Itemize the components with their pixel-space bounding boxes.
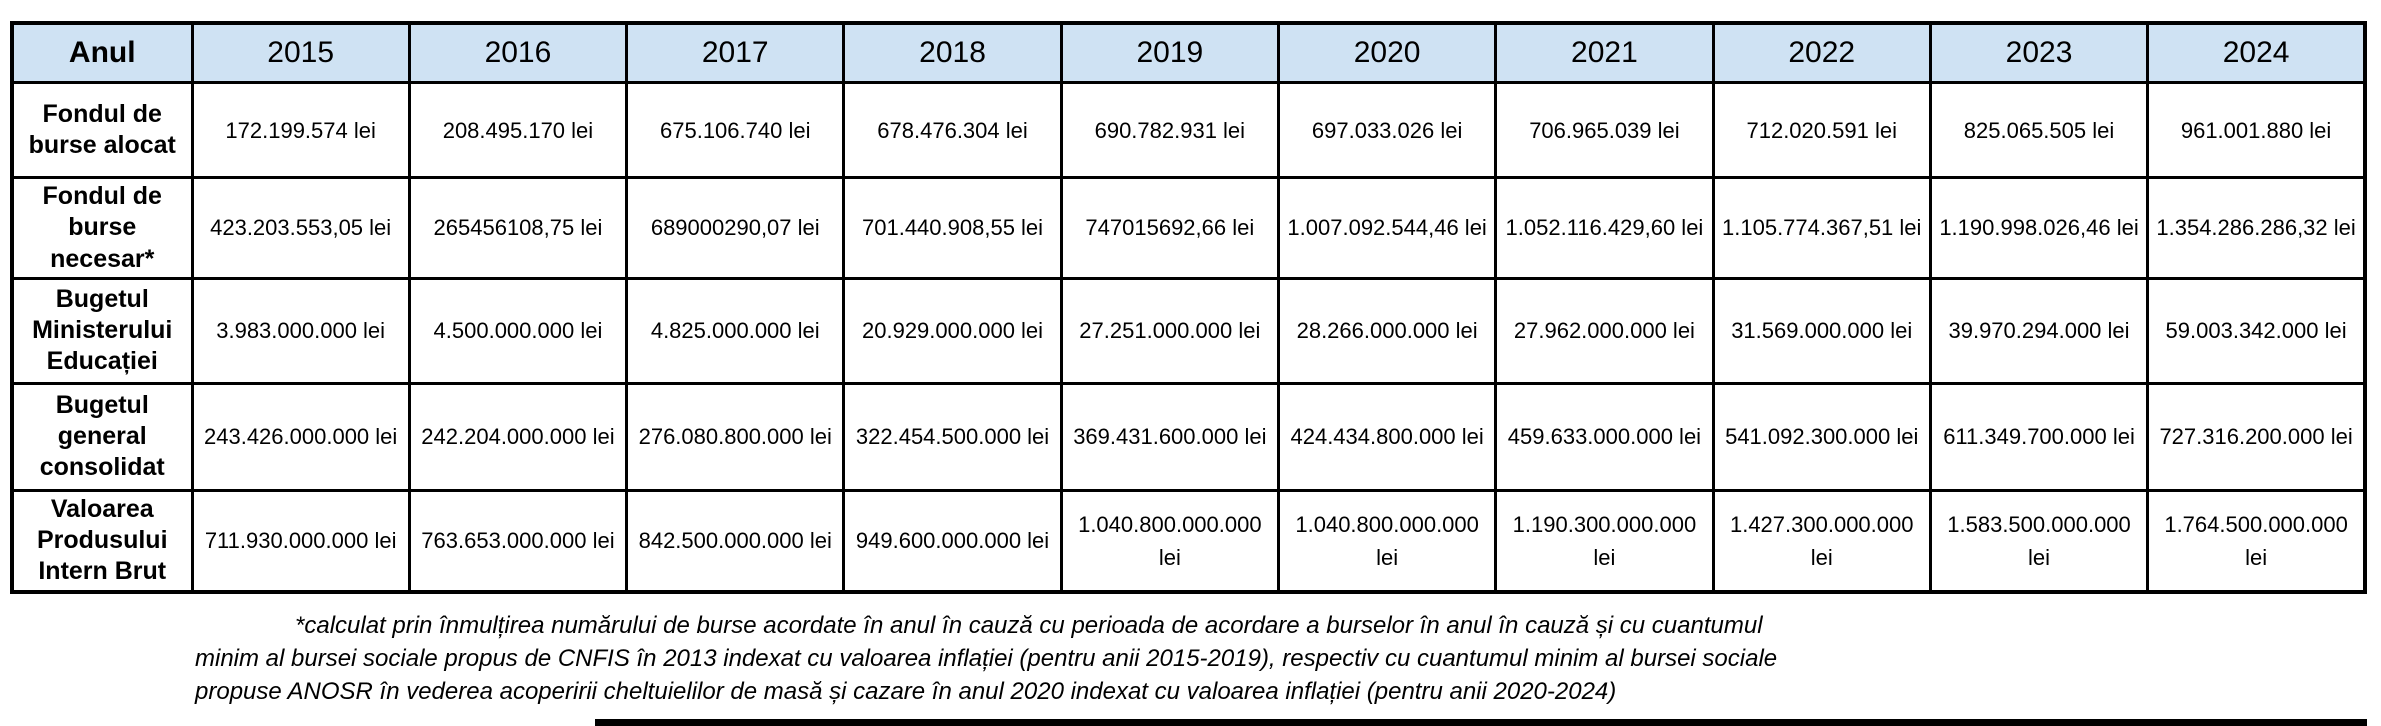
row-label: Fondul de burse alocat <box>10 81 194 179</box>
year-header: 2015 <box>190 21 411 84</box>
year-header: 2018 <box>842 21 1063 84</box>
table-body: Fondul de burse alocat 172.199.574 lei 208… <box>10 81 2367 594</box>
value-cell: 1.190.300.000.000 lei <box>1494 488 1715 594</box>
value-cell: 59.003.342.000 lei <box>2146 276 2367 385</box>
value-cell: 1.105.774.367,51 lei <box>1711 176 1932 280</box>
value-cell: 747015692,66 lei <box>1059 176 1280 280</box>
value-cell: 697.033.026 lei <box>1276 81 1498 179</box>
value-cell: 711.930.000.000 lei <box>190 488 411 594</box>
value-cell: 20.929.000.000 lei <box>842 276 1063 385</box>
value-cell: 27.962.000.000 lei <box>1494 276 1715 385</box>
year-header: 2019 <box>1059 21 1280 84</box>
value-cell: 276.080.800.000 lei <box>625 381 846 492</box>
value-cell: 369.431.600.000 lei <box>1059 381 1280 492</box>
value-cell: 322.454.500.000 lei <box>842 381 1063 492</box>
year-header: 2021 <box>1494 21 1715 84</box>
value-cell: 4.500.000.000 lei <box>407 276 629 385</box>
row-label: Bugetul general consolidat <box>10 381 194 492</box>
value-cell: 265456108,75 lei <box>407 176 629 280</box>
value-cell: 690.782.931 lei <box>1059 81 1280 179</box>
value-cell: 712.020.591 lei <box>1711 81 1932 179</box>
row-label: Bugetul Ministerului Educației <box>10 276 194 385</box>
value-cell: 825.065.505 lei <box>1928 81 2150 179</box>
year-header: 2022 <box>1711 21 1932 84</box>
value-cell: 459.633.000.000 lei <box>1494 381 1715 492</box>
footnote-line: minim al bursei sociale propus de CNFIS … <box>195 645 1778 672</box>
cropped-edge-bar <box>595 719 2367 726</box>
row-label: Valoarea Produsului Intern Brut <box>10 488 194 594</box>
table-row: Bugetul general consolidat 243.426.000.00… <box>10 381 2367 492</box>
value-cell: 675.106.740 lei <box>625 81 846 179</box>
year-header: 2017 <box>625 21 846 84</box>
scholarship-budget-table: Anul 2015 2016 2017 2018 2019 2020 2021 2022 2023… <box>10 21 2367 594</box>
value-cell: 172.199.574 lei <box>190 81 411 179</box>
value-cell: 611.349.700.000 lei <box>1928 381 2150 492</box>
value-cell: 541.092.300.000 lei <box>1711 381 1932 492</box>
value-cell: 424.434.800.000 lei <box>1276 381 1498 492</box>
year-header: 2024 <box>2146 21 2367 84</box>
value-cell: 1.040.800.000.000 lei <box>1276 488 1498 594</box>
footnote: *calculat prin înmulțirea numărului de b… <box>195 609 2190 708</box>
value-cell: 243.426.000.000 lei <box>190 381 411 492</box>
value-cell: 242.204.000.000 lei <box>407 381 629 492</box>
row-label: Fondul de burse necesar* <box>10 176 194 280</box>
value-cell: 39.970.294.000 lei <box>1928 276 2150 385</box>
value-cell: 1.190.998.026,46 lei <box>1928 176 2150 280</box>
year-axis-header: Anul <box>10 21 194 84</box>
value-cell: 763.653.000.000 lei <box>407 488 629 594</box>
year-header: 2016 <box>407 21 629 84</box>
value-cell: 842.500.000.000 lei <box>625 488 846 594</box>
value-cell: 701.440.908,55 lei <box>842 176 1063 280</box>
value-cell: 678.476.304 lei <box>842 81 1063 179</box>
value-cell: 961.001.880 lei <box>2146 81 2367 179</box>
table-row: Valoarea Produsului Intern Brut 711.930.0… <box>10 488 2367 594</box>
year-header: 2020 <box>1276 21 1498 84</box>
value-cell: 727.316.200.000 lei <box>2146 381 2367 492</box>
table-row: Fondul de burse alocat 172.199.574 lei 208… <box>10 81 2367 179</box>
value-cell: 949.600.000.000 lei <box>842 488 1063 594</box>
footnote-line: propuse ANOSR în vederea acoperirii chel… <box>195 678 1617 705</box>
value-cell: 1.764.500.000.000 lei <box>2146 488 2367 594</box>
table-row: Bugetul Ministerului Educației 3.983.000.… <box>10 276 2367 385</box>
value-cell: 706.965.039 lei <box>1494 81 1715 179</box>
value-cell: 1.583.500.000.000 lei <box>1928 488 2150 594</box>
value-cell: 1.007.092.544,46 lei <box>1276 176 1498 280</box>
value-cell: 1.354.286.286,32 lei <box>2146 176 2367 280</box>
value-cell: 4.825.000.000 lei <box>625 276 846 385</box>
value-cell: 28.266.000.000 lei <box>1276 276 1498 385</box>
value-cell: 27.251.000.000 lei <box>1059 276 1280 385</box>
value-cell: 1.040.800.000.000 lei <box>1059 488 1280 594</box>
table-row: Fondul de burse necesar* 423.203.553,05 l… <box>10 176 2367 280</box>
value-cell: 423.203.553,05 lei <box>190 176 411 280</box>
value-cell: 689000290,07 lei <box>625 176 846 280</box>
footnote-line: *calculat prin înmulțirea numărului de b… <box>295 612 1763 639</box>
value-cell: 31.569.000.000 lei <box>1711 276 1932 385</box>
value-cell: 1.427.300.000.000 lei <box>1711 488 1932 594</box>
header-row: Anul 2015 2016 2017 2018 2019 2020 2021 2022 2023… <box>10 21 2367 84</box>
value-cell: 1.052.116.429,60 lei <box>1494 176 1715 280</box>
year-header: 2023 <box>1928 21 2150 84</box>
value-cell: 208.495.170 lei <box>407 81 629 179</box>
value-cell: 3.983.000.000 lei <box>190 276 411 385</box>
